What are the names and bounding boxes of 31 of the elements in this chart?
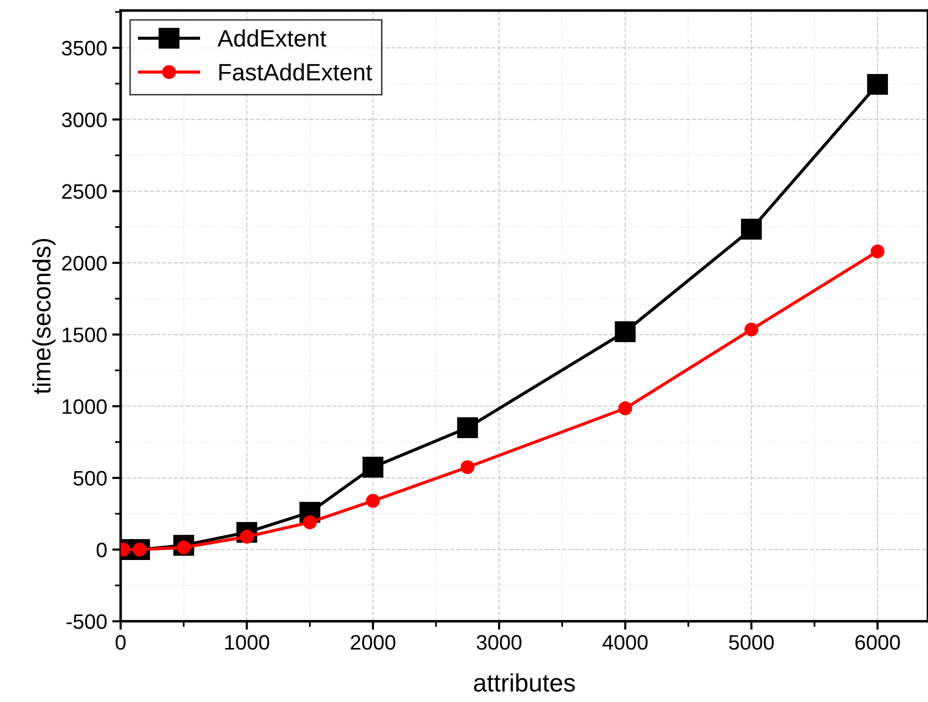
point: [744, 322, 758, 336]
y-tick-label: -500: [66, 614, 107, 630]
x-axis-title: attributes: [474, 673, 575, 692]
y-tick-label: 1500: [62, 328, 107, 342]
y-tick-label: 0: [96, 542, 107, 558]
x-tick-label: 5000: [729, 635, 774, 650]
y-tick-label: 500: [74, 470, 107, 486]
point: [362, 456, 384, 478]
point: [614, 321, 636, 342]
point: [460, 460, 474, 474]
y-tick-label: 3000: [62, 112, 107, 128]
y-axis-title: time(seconds): [32, 238, 56, 394]
x-tick-label: 0: [116, 635, 126, 650]
legend-label: FastAddExtent: [219, 63, 372, 81]
point: [867, 74, 888, 95]
x-tick-label: 1000: [225, 635, 270, 650]
y-tick-label: 2000: [62, 256, 107, 271]
point: [618, 401, 632, 416]
x-tick-label: 2000: [350, 635, 396, 650]
y-tick-label: 2500: [62, 184, 107, 199]
point: [302, 515, 317, 530]
point: [740, 218, 762, 240]
y-tick-label: 1000: [62, 399, 107, 414]
x-tick-label: 6000: [855, 635, 900, 650]
x-tick-label: 3000: [476, 635, 522, 650]
x-tick-label: 4000: [602, 635, 648, 650]
y-tick-label: 3500: [62, 40, 107, 56]
point: [457, 417, 478, 438]
point: [366, 494, 380, 508]
legend-label: AddExtent: [217, 29, 326, 47]
point: [870, 244, 884, 258]
